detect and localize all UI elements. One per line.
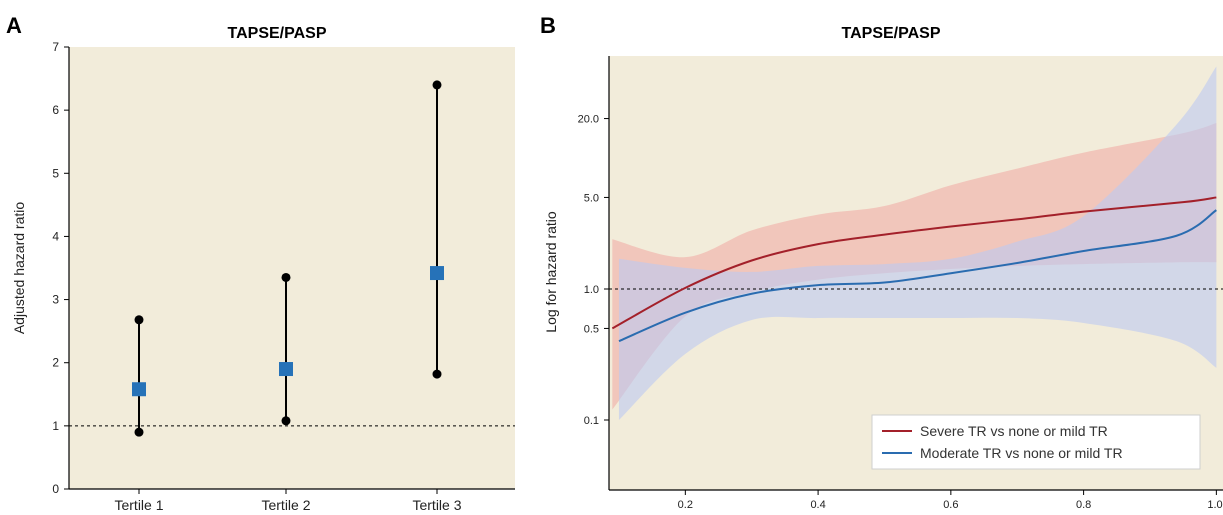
panel-b-ytick-label: 20.0 — [578, 114, 599, 126]
panel-a-yaxis: 0 1 2 3 4 5 6 7 Tertile 1 Tertile 2 Tertile 3 — [52, 40, 515, 513]
panel-a-ytick-label: 5 — [52, 166, 59, 180]
panel-a-ci-lower-point — [432, 369, 442, 379]
panel-a-ci-upper-point — [432, 80, 442, 90]
panel-b-xtick-label: 0.8 — [1076, 499, 1091, 511]
panel-a-plot-area — [69, 47, 515, 489]
panel-a-ytick-label: 0 — [52, 482, 59, 496]
panel-b-xtick-label: 0.6 — [943, 499, 958, 511]
panel-b-ytick-label: 0.5 — [584, 323, 599, 335]
panel-b-ytick-label: 1.0 — [584, 284, 599, 296]
panel-b-title: TAPSE/PASP — [842, 25, 941, 42]
legend-label-severe: Severe TR vs none or mild TR — [920, 423, 1108, 439]
panel-a-ytick-label: 6 — [52, 103, 59, 117]
panel-b-confidence-bands — [612, 66, 1217, 420]
panel-a-estimate-point — [132, 382, 146, 397]
legend-box — [871, 414, 1201, 470]
series-line-moderate — [618, 209, 1217, 343]
panel-a-ci-upper-point — [281, 272, 291, 282]
panel-b-xtick-label: 0.4 — [810, 499, 825, 511]
legend-label-moderate: Moderate TR vs none or mild TR — [920, 445, 1123, 461]
panel-b-axes: 0.1 0.5 1.0 5.0 20.0 0.2 0.4 0.6 0.8 1.0 — [578, 56, 1223, 511]
panel-a-category-label: Tertile 3 — [412, 497, 461, 513]
series-line-severe — [611, 196, 1217, 330]
panel-a-title: TAPSE/PASP — [228, 25, 327, 42]
band-moderate — [618, 66, 1217, 420]
panel-b-lines — [609, 196, 1223, 343]
panel-a-ytick-label: 2 — [52, 356, 59, 370]
panel-b: B TAPSE/PASP 0.10.51.05.020.00.2 0.4 0.6 0.… — [540, 13, 1223, 511]
panel-a-ylabel: Adjusted hazard ratio — [11, 202, 27, 335]
panel-a-ci-lower-point — [134, 427, 144, 437]
panel-b-ylabel: Log for hazard ratio — [543, 211, 559, 333]
panel-a-category-label: Tertile 1 — [114, 497, 163, 513]
panel-b-xtick-label: 1.0 — [1207, 499, 1222, 511]
panel-b-xtick-label: 0.2 — [678, 499, 693, 511]
panel-letter-b: B — [540, 13, 556, 38]
panel-a-marks — [69, 80, 515, 437]
panel-a: A TAPSE/PASP 0 1 2 3 4 5 6 7 Tertile 1 Tertile 2 T… — [6, 13, 515, 513]
panel-a-estimate-point — [279, 362, 293, 377]
panel-a-ci-upper-point — [134, 315, 144, 325]
panel-a-estimate-point — [430, 266, 444, 281]
panel-a-ci-lower-point — [281, 416, 291, 426]
panel-b-ytick-label: 5.0 — [584, 192, 599, 204]
panel-a-ytick-label: 3 — [52, 293, 59, 307]
panel-a-ytick-label: 4 — [52, 229, 59, 243]
panel-b-legend: Severe TR vs none or mild TR Moderate TR… — [871, 414, 1201, 470]
panel-a-category-label: Tertile 2 — [261, 497, 310, 513]
panel-a-ytick-label: 1 — [52, 419, 59, 433]
panel-letter-a: A — [6, 13, 22, 38]
panel-a-ytick-label: 7 — [52, 40, 59, 54]
panel-b-ytick-label: 0.1 — [584, 415, 599, 427]
